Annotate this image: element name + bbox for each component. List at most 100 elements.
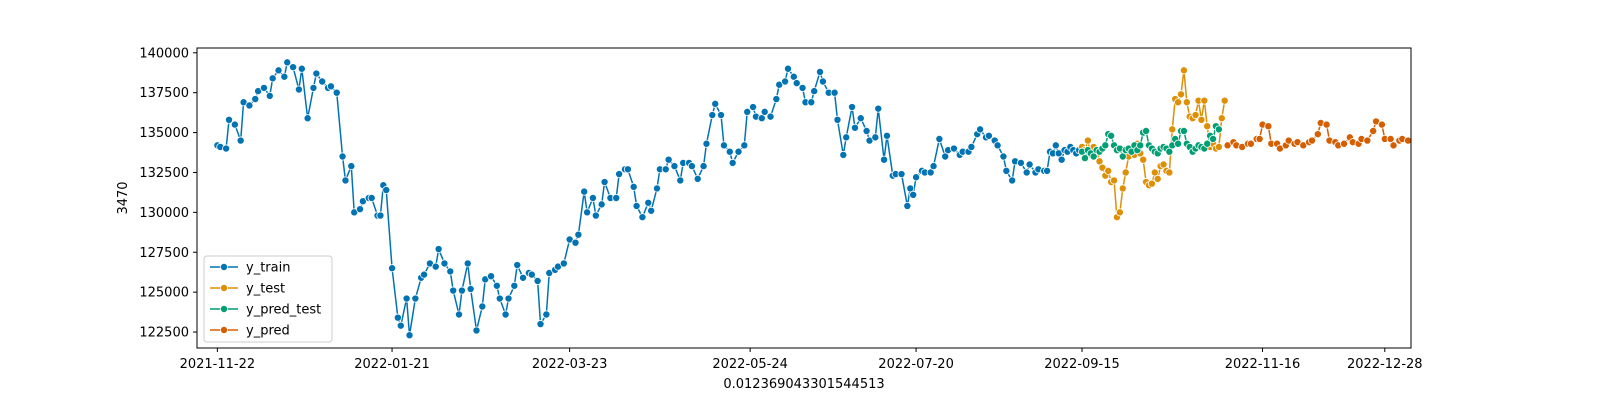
data-point-y-pred-19 — [1308, 136, 1317, 145]
data-point-y-train-64 — [510, 281, 519, 290]
data-point-y-train-70 — [536, 320, 545, 329]
legend-entry-y-pred: y_pred — [210, 324, 290, 339]
data-point-y-pred-test-8 — [1101, 141, 1110, 150]
data-point-y-test-42 — [1200, 96, 1209, 105]
data-point-y-train-47 — [431, 262, 440, 271]
data-point-y-pred-test-30 — [1165, 147, 1174, 156]
data-point-y-train-140 — [856, 114, 865, 123]
data-point-y-train-156 — [926, 168, 935, 177]
data-point-y-train-78 — [574, 230, 583, 239]
data-point-y-train-152 — [909, 190, 918, 199]
data-point-y-train-124 — [783, 64, 792, 73]
data-point-y-train-109 — [717, 111, 726, 120]
data-point-y-train-65 — [513, 261, 522, 270]
data-point-y-train-24 — [326, 82, 335, 91]
data-point-y-train-106 — [702, 139, 711, 148]
data-point-y-train-95 — [652, 184, 661, 193]
data-point-y-pred-32 — [1369, 126, 1378, 135]
data-point-y-train-61 — [495, 294, 504, 303]
data-point-y-pred-5 — [1246, 139, 1255, 148]
data-point-y-test-35 — [1179, 66, 1188, 75]
data-point-y-train-54 — [463, 259, 472, 268]
legend-entry-y-pred-test: y_pred_test — [210, 303, 321, 318]
data-point-y-train-84 — [600, 178, 609, 187]
x-tick-label: 2022-05-24 — [712, 357, 788, 372]
data-point-y-pred-test-35 — [1179, 126, 1188, 135]
data-point-y-train-28 — [347, 162, 356, 171]
data-point-y-train-14 — [280, 72, 289, 81]
data-point-y-train-158 — [935, 134, 944, 143]
data-point-y-train-123 — [781, 77, 790, 86]
data-point-y-test-39 — [1191, 111, 1200, 120]
data-point-y-test-28 — [1159, 160, 1168, 169]
x-tick-label: 2022-09-15 — [1044, 357, 1120, 372]
y-tick-label: 140000 — [139, 46, 189, 61]
data-point-y-train-17 — [294, 85, 303, 94]
data-point-y-pred-40 — [1404, 136, 1413, 145]
data-point-y-pred-test-4 — [1089, 152, 1098, 161]
data-point-y-train-39 — [393, 313, 402, 322]
data-point-y-train-178 — [1025, 160, 1034, 169]
data-point-y-train-103 — [687, 162, 696, 171]
data-point-y-train-171 — [993, 141, 1002, 150]
data-point-y-train-83 — [597, 200, 606, 209]
data-point-y-test-41 — [1197, 115, 1206, 124]
data-point-y-train-145 — [880, 155, 889, 164]
data-point-y-train-33 — [367, 193, 376, 202]
data-point-y-test-26 — [1153, 174, 1162, 183]
data-point-y-train-80 — [583, 208, 592, 217]
data-point-y-pred-31 — [1363, 136, 1372, 145]
data-point-y-test-15 — [1121, 168, 1130, 177]
series-layer — [213, 58, 1413, 340]
data-point-y-train-13 — [274, 66, 283, 75]
data-point-y-pred-test-43 — [1203, 139, 1212, 148]
data-point-y-test-43 — [1203, 122, 1212, 131]
data-point-y-train-107 — [708, 111, 717, 120]
y-axis-label: 3470 — [116, 181, 131, 214]
data-point-y-train-82 — [591, 211, 600, 220]
data-point-y-train-114 — [740, 141, 749, 150]
data-point-y-train-151 — [906, 184, 915, 193]
data-point-y-train-2 — [222, 144, 231, 153]
data-point-y-train-120 — [766, 112, 775, 121]
data-point-y-train-48 — [434, 245, 443, 254]
x-tick-label: 2022-01-21 — [354, 357, 430, 372]
data-point-y-train-112 — [728, 158, 737, 167]
data-point-y-train-113 — [734, 147, 743, 156]
data-point-y-test-31 — [1168, 125, 1177, 134]
data-point-y-train-165 — [967, 142, 976, 151]
data-point-y-train-115 — [743, 107, 752, 116]
data-point-y-train-129 — [807, 98, 816, 107]
data-point-y-train-161 — [949, 144, 958, 153]
data-point-y-test-24 — [1147, 179, 1156, 188]
x-tick-label: 2022-11-16 — [1225, 357, 1301, 372]
data-point-y-train-50 — [446, 267, 455, 276]
data-point-y-pred-test-1 — [1080, 154, 1089, 163]
data-point-y-pred-22 — [1322, 120, 1331, 129]
y-tick-label: 127500 — [139, 246, 189, 261]
data-point-y-train-90 — [629, 182, 638, 191]
data-point-y-train-173 — [1002, 166, 1011, 175]
data-point-y-test-11 — [1110, 176, 1119, 185]
data-point-y-train-91 — [632, 201, 641, 210]
data-point-y-pred-20 — [1313, 130, 1322, 139]
data-point-y-test-30 — [1165, 168, 1174, 177]
data-point-y-train-100 — [676, 176, 685, 185]
data-point-y-train-7 — [245, 101, 254, 110]
data-point-y-pred-test-45 — [1209, 134, 1218, 143]
x-tick-label: 2022-03-23 — [532, 357, 608, 372]
data-point-y-train-118 — [757, 114, 766, 123]
data-point-y-train-94 — [647, 206, 656, 215]
data-point-y-test-14 — [1118, 184, 1127, 193]
data-point-y-pred-test-47 — [1214, 125, 1223, 134]
data-point-y-test-2 — [1083, 136, 1092, 145]
data-point-y-train-75 — [559, 259, 568, 268]
data-point-y-train-150 — [903, 201, 912, 210]
legend-box — [203, 255, 333, 343]
legend-entry-y-test: y_test — [210, 282, 285, 297]
series-y-pred — [1223, 117, 1413, 153]
data-point-y-train-5 — [236, 136, 245, 145]
data-point-y-train-182 — [1043, 166, 1052, 175]
data-point-y-train-30 — [356, 205, 365, 214]
